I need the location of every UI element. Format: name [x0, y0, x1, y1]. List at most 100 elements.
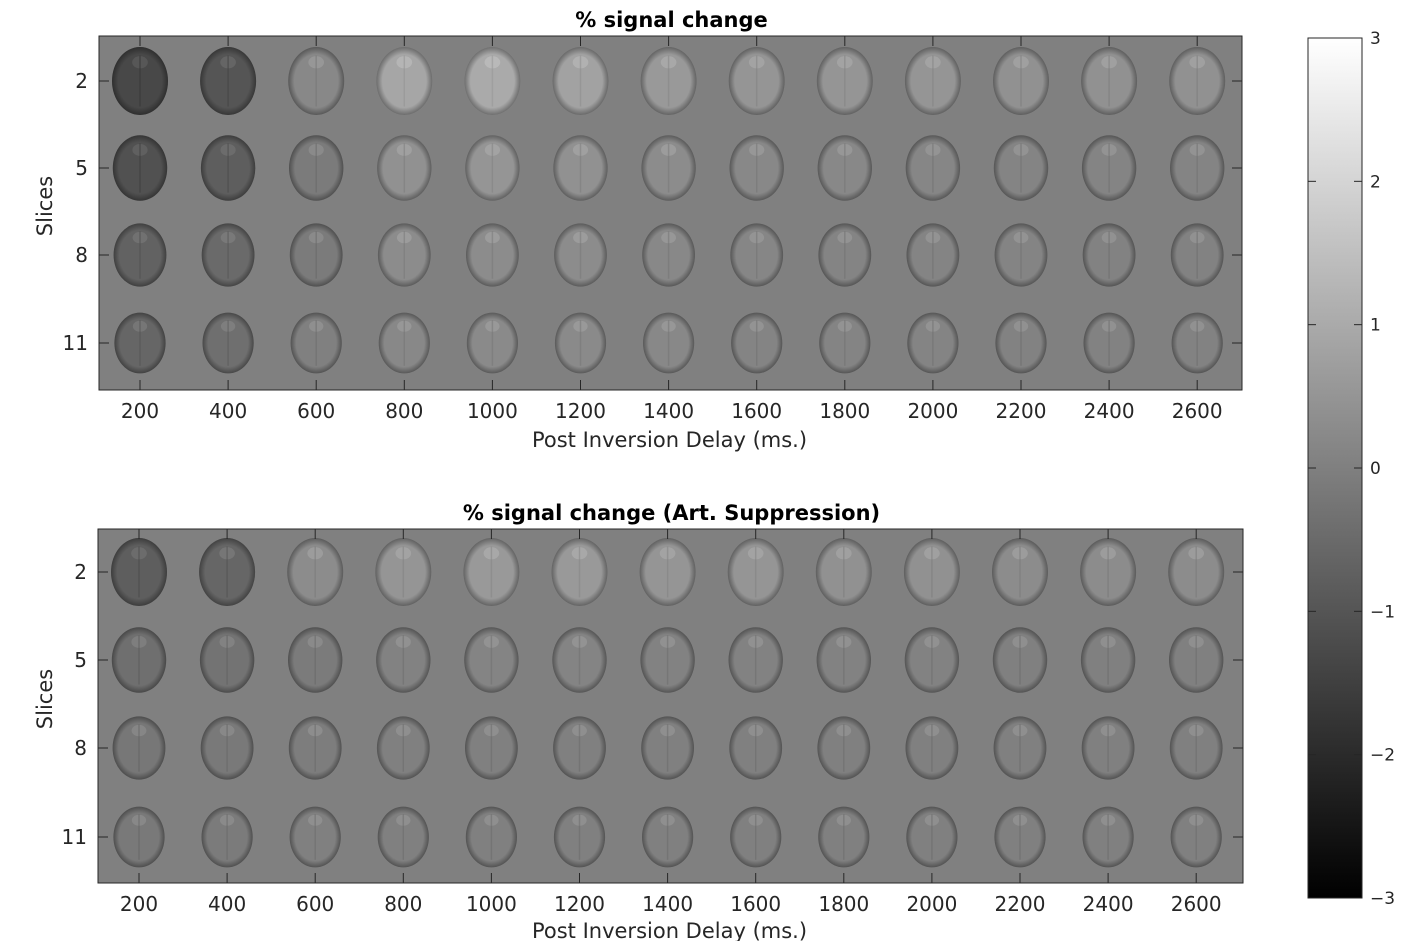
x-tick-label: 2600 — [1172, 399, 1223, 423]
colorbar-gradient — [1308, 38, 1362, 898]
y-axis-label: Slices — [33, 176, 57, 236]
slice-tile — [1081, 47, 1138, 115]
slice-tile — [1082, 806, 1134, 868]
slice-tile — [907, 312, 959, 374]
slice-tile — [554, 223, 607, 287]
slice-tile — [465, 806, 517, 868]
slice-tile — [113, 806, 165, 868]
y-tick-label: 5 — [75, 156, 88, 180]
x-tick-label: 1800 — [818, 892, 869, 916]
slice-tile — [463, 538, 520, 606]
y-tick-label: 8 — [74, 736, 87, 760]
slice-tile — [377, 223, 431, 287]
slice-tile — [817, 716, 871, 780]
slice-tile — [817, 135, 872, 201]
slice-tile — [552, 47, 609, 115]
x-tick-label: 1000 — [467, 399, 518, 423]
x-tick-label: 1600 — [731, 399, 782, 423]
slice-tile — [464, 47, 521, 115]
axes-frame — [97, 528, 1244, 884]
slice-tile — [993, 716, 1047, 780]
x-tick-label: 2200 — [995, 892, 1046, 916]
slice-tile — [731, 312, 783, 374]
slice-tile — [642, 806, 694, 868]
x-tick-label: 600 — [296, 892, 334, 916]
slice-tile — [905, 135, 961, 201]
x-tick-label: 400 — [208, 892, 246, 916]
slice-tile — [377, 135, 432, 201]
x-tick-label: 1600 — [730, 892, 781, 916]
y-axis-label: Slices — [33, 669, 57, 729]
slice-tile — [1170, 135, 1225, 201]
slice-tile — [112, 716, 166, 780]
slice-tile — [818, 223, 872, 287]
slice-tile — [993, 47, 1049, 115]
slice-tile — [642, 223, 695, 287]
y-tick-label: 2 — [74, 560, 87, 584]
x-tick-label: 2000 — [907, 399, 958, 423]
slice-tile — [643, 312, 695, 374]
x-tick-label: 2200 — [996, 399, 1047, 423]
slice-tile — [1083, 312, 1135, 374]
slice-tile — [641, 716, 694, 780]
slice-tile — [376, 716, 430, 780]
slice-tile — [728, 47, 785, 115]
slice-tile — [552, 627, 607, 693]
slice-tile — [903, 538, 960, 606]
slice-tile — [640, 627, 695, 693]
colorbar-tick-label: 0 — [1370, 459, 1381, 479]
slice-tile — [375, 538, 432, 606]
colorbar-tick-label: 3 — [1370, 29, 1381, 49]
colorbar-tick-label: 2 — [1370, 172, 1381, 192]
slice-tile — [904, 627, 960, 693]
slice-tile — [993, 135, 1049, 201]
x-tick-label: 1800 — [819, 399, 870, 423]
slice-tile — [290, 312, 342, 374]
slice-tile — [816, 47, 873, 115]
slice-tile — [202, 312, 254, 374]
slice-tile — [465, 135, 520, 201]
slice-tile — [465, 716, 518, 780]
slice-tile — [199, 627, 255, 693]
slice-tile — [289, 135, 344, 201]
slice-tile — [551, 538, 608, 606]
slice-tile — [1081, 135, 1137, 201]
slice-tile — [905, 716, 959, 780]
slice-tile — [1170, 223, 1224, 287]
x-axis-label: Post Inversion Delay (ms.) — [532, 428, 807, 452]
slice-tile — [113, 223, 167, 287]
slice-tile — [200, 47, 257, 115]
colorbar-tick-label: −1 — [1370, 602, 1395, 622]
slice-tile — [1171, 312, 1223, 374]
x-tick-label: 1400 — [643, 399, 694, 423]
x-tick-label: 2000 — [906, 892, 957, 916]
x-tick-label: 1200 — [555, 399, 606, 423]
chart-panel-1: 200 400 600 800 1000 1200 1400 1600 1800 2000 2200… — [33, 8, 1243, 452]
x-tick-label: 2600 — [1171, 892, 1222, 916]
colorbar: 3 2 1 0 −1 −2 −3 — [1307, 29, 1395, 909]
slice-tile — [640, 47, 697, 115]
slice-tile — [1168, 538, 1225, 606]
y-tick-label: 8 — [75, 243, 88, 267]
slice-tile — [288, 716, 342, 780]
y-tick-label: 11 — [63, 331, 88, 355]
chart-title: % signal change — [575, 8, 768, 32]
slice-tile — [816, 627, 871, 693]
slice-tile — [199, 538, 256, 606]
slice-tile — [112, 135, 168, 201]
x-tick-label: 1200 — [554, 892, 605, 916]
slice-tile — [466, 223, 519, 287]
slice-tile — [288, 47, 345, 115]
colorbar-tick-label: −2 — [1370, 746, 1395, 766]
slice-tile — [553, 716, 606, 780]
y-tick-label: 11 — [62, 825, 87, 849]
slice-tile — [200, 716, 254, 780]
x-axis-label: Post Inversion Delay (ms.) — [532, 919, 807, 941]
slice-tile — [906, 223, 960, 287]
chart-panel-2: 200 400 600 800 1000 1200 1400 1600 1800 2000 2200… — [33, 501, 1244, 941]
x-tick-label: 400 — [209, 399, 247, 423]
chart-title: % signal change (Art. Suppression) — [463, 501, 880, 525]
slice-tile — [730, 223, 784, 287]
x-tick-label: 800 — [385, 399, 423, 423]
slice-tile — [904, 47, 961, 115]
